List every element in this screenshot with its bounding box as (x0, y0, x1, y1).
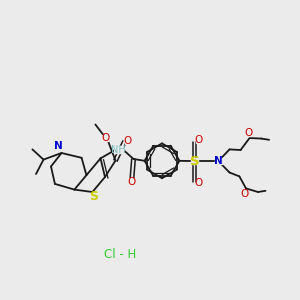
Text: O: O (194, 178, 202, 188)
Text: N: N (214, 156, 223, 166)
Bar (246, 131, 251, 136)
Text: Cl - H: Cl - H (104, 248, 136, 262)
Bar (129, 179, 134, 185)
Bar (196, 180, 201, 186)
Bar (125, 138, 130, 144)
Bar (242, 191, 247, 196)
Bar (114, 146, 123, 153)
Text: O: O (128, 177, 136, 187)
Text: S: S (190, 154, 199, 168)
Text: O: O (101, 133, 109, 143)
Bar (196, 137, 201, 143)
Text: O: O (240, 189, 249, 199)
Text: NH: NH (111, 145, 126, 155)
Bar (191, 158, 198, 164)
Bar (102, 135, 108, 141)
Text: O: O (244, 128, 253, 139)
Text: O: O (123, 136, 132, 146)
Text: O: O (194, 135, 202, 145)
Bar (215, 158, 222, 164)
Text: N: N (54, 141, 63, 152)
Text: S: S (89, 190, 98, 203)
